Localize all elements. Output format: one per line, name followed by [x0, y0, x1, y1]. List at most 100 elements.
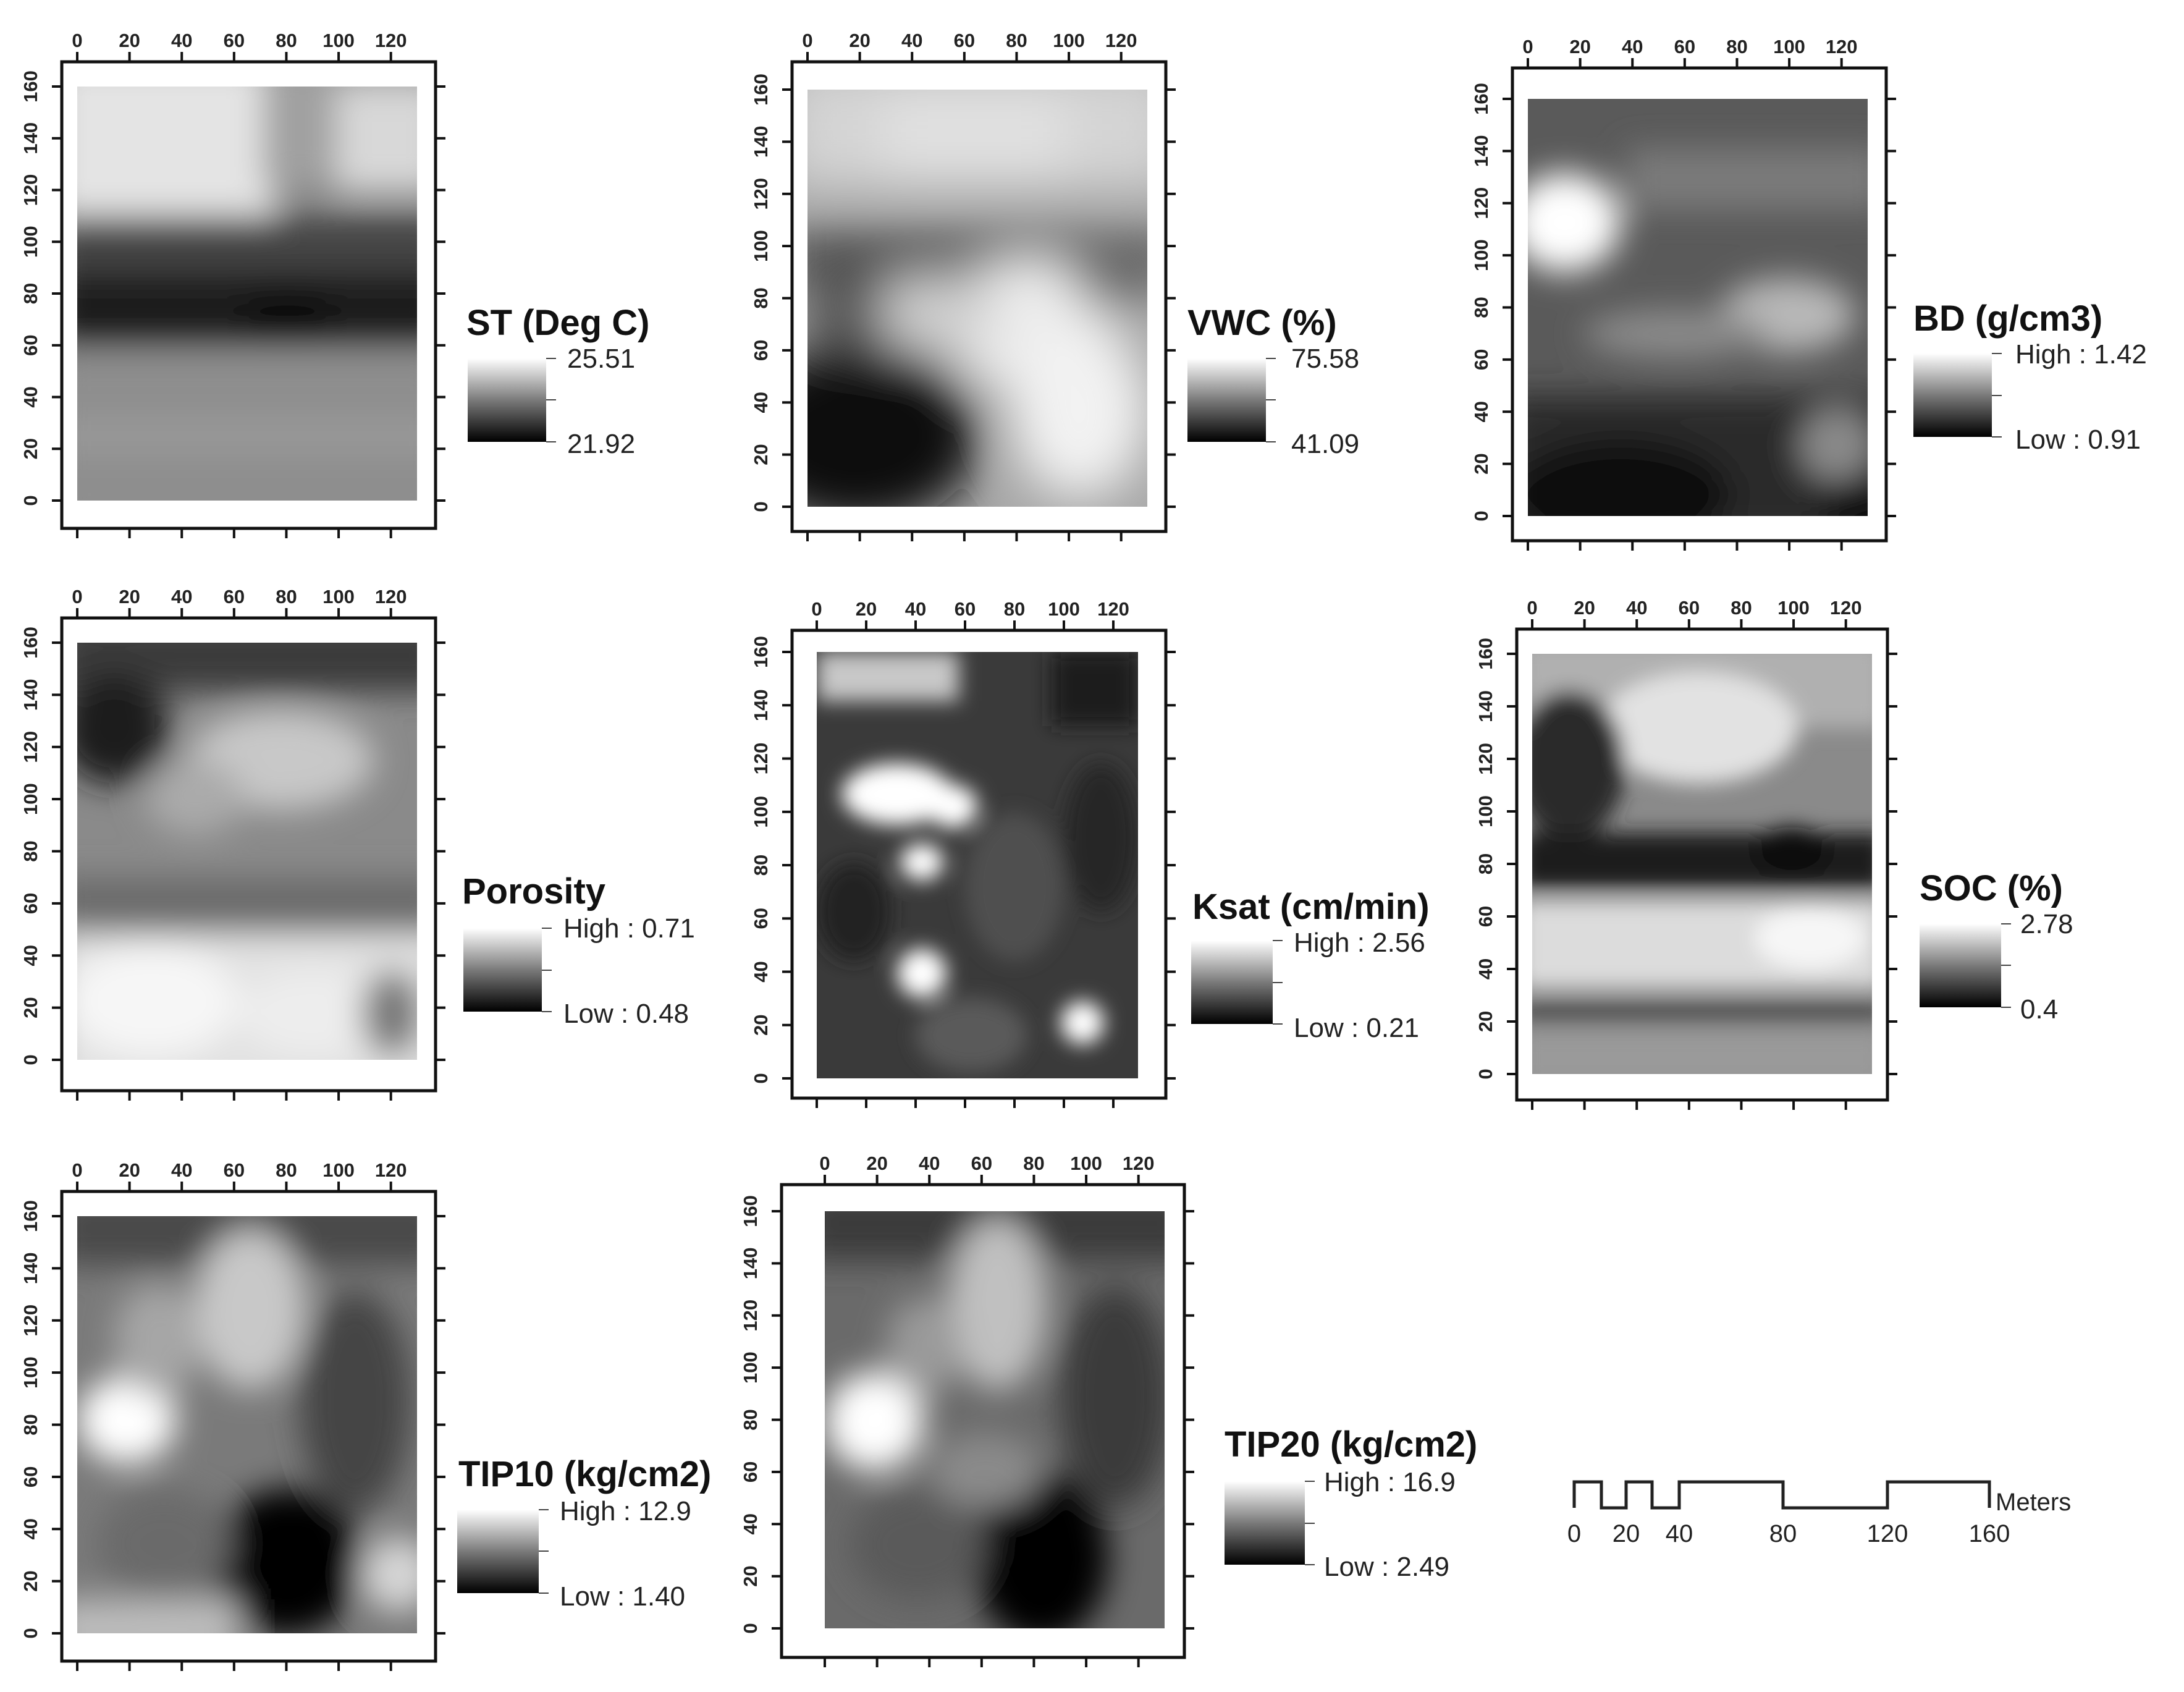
raster-soc — [1532, 654, 1872, 1074]
x-ticks-bottom — [76, 1091, 392, 1101]
y-tick-label: 20 — [1475, 1011, 1496, 1032]
legend-high-label: High : 0.71 — [563, 913, 695, 944]
x-tick-label: 100 — [323, 586, 355, 607]
x-tick-label: 0 — [1522, 36, 1533, 57]
scale-label: 40 — [1666, 1520, 1693, 1547]
panel-title: TIP10 (kg/cm2) — [458, 1454, 711, 1494]
y-tick-label: 160 — [1470, 83, 1492, 115]
x-tick-label: 120 — [1105, 30, 1137, 51]
y-tick-label: 60 — [740, 1461, 761, 1483]
y-tick-label: 100 — [20, 783, 41, 815]
x-tick-label: 80 — [1731, 597, 1752, 619]
x-tick-label: 120 — [1123, 1153, 1155, 1174]
scale-bar-line — [1572, 1480, 1991, 1510]
y-tick-label: 140 — [20, 122, 41, 154]
x-ticks-top: 0 20 40 60 80 100 120 — [72, 1159, 407, 1191]
panel-title: ST (Deg C) — [466, 303, 649, 343]
x-tick-label: 40 — [919, 1153, 940, 1174]
x-ticks-bottom — [76, 528, 392, 538]
raster-st — [77, 87, 417, 501]
x-tick-label: 0 — [811, 598, 822, 620]
x-tick-label: 80 — [1006, 30, 1027, 51]
panel-soc: 0 20 40 60 80 100 120 0 20 40 60 80 100 120 140 160 SO… — [1475, 597, 2073, 1110]
scale-label: 120 — [1867, 1520, 1908, 1547]
legend-high-label: High : 1.42 — [2015, 339, 2147, 370]
x-tick-label: 120 — [375, 30, 407, 51]
x-tick-label: 120 — [1097, 598, 1129, 620]
scale-label: 160 — [1969, 1520, 2010, 1547]
legend-ramp — [468, 358, 546, 442]
y-tick-label: 20 — [740, 1565, 761, 1586]
y-ticks-left: 0 20 40 60 80 100 120 140 160 — [750, 636, 792, 1084]
x-ticks-top: 0 20 40 60 80 100 120 — [802, 30, 1137, 62]
y-tick-label: 0 — [20, 1628, 41, 1638]
scale-unit-label: Meters — [1996, 1489, 2071, 1516]
y-ticks-right — [1166, 651, 1176, 1080]
y-ticks-right — [436, 1215, 445, 1635]
y-tick-label: 60 — [750, 908, 772, 929]
y-tick-label: 140 — [1475, 690, 1496, 722]
legend-high-label: High : 16.9 — [1324, 1467, 1456, 1497]
x-ticks-top: 0 20 40 60 80 100 120 — [819, 1153, 1155, 1185]
x-tick-label: 60 — [1674, 36, 1695, 57]
y-tick-label: 40 — [20, 386, 41, 407]
y-tick-label: 160 — [750, 74, 772, 106]
x-tick-label: 20 — [119, 1159, 140, 1181]
y-tick-label: 160 — [740, 1195, 761, 1227]
y-ticks-right — [436, 85, 445, 502]
y-tick-label: 140 — [740, 1248, 761, 1280]
panel-vwc: 0 20 40 60 80 100 120 0 20 40 60 80 100 120 140 160 VW… — [750, 30, 1359, 541]
y-tick-label: 120 — [20, 731, 41, 763]
panel-title: Porosity — [462, 871, 605, 912]
x-tick-label: 0 — [819, 1153, 830, 1174]
x-tick-label: 120 — [1830, 597, 1862, 619]
x-ticks-bottom — [816, 1098, 1115, 1108]
y-tick-label: 100 — [1470, 239, 1492, 271]
y-ticks-right — [1887, 653, 1897, 1075]
y-tick-label: 60 — [1475, 906, 1496, 927]
y-tick-label: 100 — [20, 226, 41, 258]
y-tick-label: 120 — [1470, 187, 1492, 219]
x-tick-label: 80 — [276, 30, 297, 51]
scale-label: 20 — [1613, 1520, 1640, 1547]
y-tick-label: 140 — [750, 126, 772, 158]
y-tick-label: 140 — [20, 679, 41, 711]
y-tick-label: 120 — [1475, 743, 1496, 775]
y-tick-label: 40 — [20, 1518, 41, 1539]
legend-low-label: Low : 2.49 — [1324, 1552, 1449, 1582]
y-tick-label: 140 — [20, 1253, 41, 1285]
x-tick-label: 0 — [72, 586, 82, 607]
y-tick-label: 0 — [20, 1054, 41, 1065]
y-tick-label: 160 — [20, 1200, 41, 1232]
x-tick-label: 20 — [119, 30, 140, 51]
x-tick-label: 120 — [375, 1159, 407, 1181]
x-ticks-top: 0 20 40 60 80 100 120 — [811, 598, 1129, 630]
y-ticks-right — [1184, 1210, 1194, 1630]
x-tick-label: 60 — [224, 30, 245, 51]
x-tick-label: 100 — [1777, 597, 1810, 619]
panel-st: 0 20 40 60 80 100 120 0 20 40 60 80 100 120 140 160 ST… — [20, 30, 649, 538]
x-tick-label: 40 — [905, 598, 926, 620]
x-tick-label: 80 — [276, 1159, 297, 1181]
panel-porosity: 0 20 40 60 80 100 120 0 20 40 60 80 100 120 140 160 Po… — [20, 586, 695, 1101]
y-tick-label: 60 — [20, 893, 41, 914]
panel-tip20: 0 20 40 60 80 100 120 0 20 40 60 80 100 120 140 160 TI… — [740, 1153, 1477, 1667]
y-tick-label: 0 — [750, 1073, 772, 1083]
y-tick-label: 140 — [750, 689, 772, 721]
legend-low-label: Low : 0.21 — [1294, 1013, 1419, 1043]
x-tick-label: 20 — [1569, 36, 1590, 57]
x-ticks-bottom — [1527, 541, 1843, 551]
legend-low-label: Low : 0.91 — [2015, 425, 2141, 455]
x-tick-label: 0 — [1527, 597, 1537, 619]
y-tick-label: 20 — [750, 1015, 772, 1036]
y-ticks-left: 0 20 40 60 80 100 120 140 160 — [750, 74, 792, 512]
legend-low-label: Low : 1.40 — [560, 1581, 685, 1612]
panel-title: VWC (%) — [1187, 303, 1337, 343]
y-ticks-left: 0 20 40 60 80 100 120 140 160 — [20, 627, 62, 1065]
legend-ramp — [1187, 358, 1266, 442]
x-tick-label: 60 — [224, 1159, 245, 1181]
x-tick-label: 20 — [119, 586, 140, 607]
panel-title: SOC (%) — [1920, 868, 2063, 908]
x-tick-label: 100 — [1053, 30, 1085, 51]
